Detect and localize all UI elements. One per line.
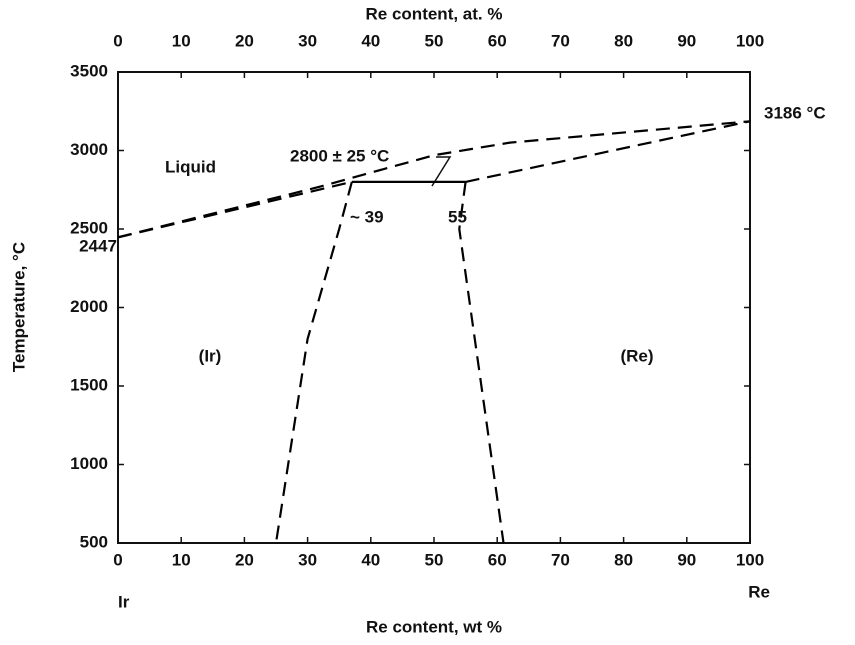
y-tick-label: 500 — [80, 532, 108, 551]
top-tick-label: 30 — [298, 31, 317, 50]
x-tick-label: 10 — [172, 550, 191, 569]
y-tick-label: 1500 — [70, 375, 108, 394]
leader-line — [431, 156, 452, 187]
phase-boundary — [274, 181, 353, 544]
annotation: ~ 39 — [350, 207, 384, 226]
x-tick-label: 20 — [235, 550, 254, 569]
x-tick-label: 100 — [736, 550, 764, 569]
top-tick-label: 70 — [551, 31, 570, 50]
top-tick-label: 40 — [361, 31, 380, 50]
annotation: Ir — [118, 592, 130, 611]
y-tick-label: 1000 — [70, 454, 108, 473]
x-tick-label: 80 — [614, 550, 633, 569]
x-tick-label: 0 — [113, 550, 122, 569]
annotation: 55 — [448, 207, 467, 226]
x-tick-label: 60 — [488, 550, 507, 569]
annotation: (Ir) — [199, 346, 222, 365]
x-axis-label: Re content, wt % — [366, 617, 502, 636]
top-axis-label: Re content, at. % — [366, 4, 503, 23]
x-tick-label: 30 — [298, 550, 317, 569]
plot-frame — [117, 71, 751, 544]
annotation: (Re) — [620, 346, 653, 365]
annotation: Liquid — [165, 157, 216, 176]
y-tick-label: 2500 — [70, 218, 108, 237]
annotation: Re — [748, 582, 770, 601]
phase-boundary — [117, 120, 751, 239]
top-tick-label: 50 — [425, 31, 444, 50]
phase-boundary — [458, 181, 505, 544]
annotation: 2447 — [79, 236, 117, 255]
annotation: 3186 °C — [764, 103, 826, 122]
top-tick-label: 0 — [113, 31, 122, 50]
y-tick-label: 3500 — [70, 61, 108, 80]
y-axis-label: Temperature, °C — [9, 242, 28, 372]
x-tick-label: 40 — [361, 550, 380, 569]
y-tick-label: 2000 — [70, 297, 108, 316]
phase-boundary — [465, 120, 751, 183]
top-tick-label: 100 — [736, 31, 764, 50]
top-tick-label: 10 — [172, 31, 191, 50]
top-tick-label: 80 — [614, 31, 633, 50]
x-tick-label: 70 — [551, 550, 570, 569]
annotation: 2800 ± 25 °C — [290, 146, 389, 165]
x-tick-label: 90 — [677, 550, 696, 569]
top-tick-label: 60 — [488, 31, 507, 50]
top-tick-label: 20 — [235, 31, 254, 50]
phase-boundary — [117, 180, 353, 239]
top-tick-label: 90 — [677, 31, 696, 50]
x-tick-label: 50 — [425, 550, 444, 569]
y-tick-label: 3000 — [70, 140, 108, 159]
